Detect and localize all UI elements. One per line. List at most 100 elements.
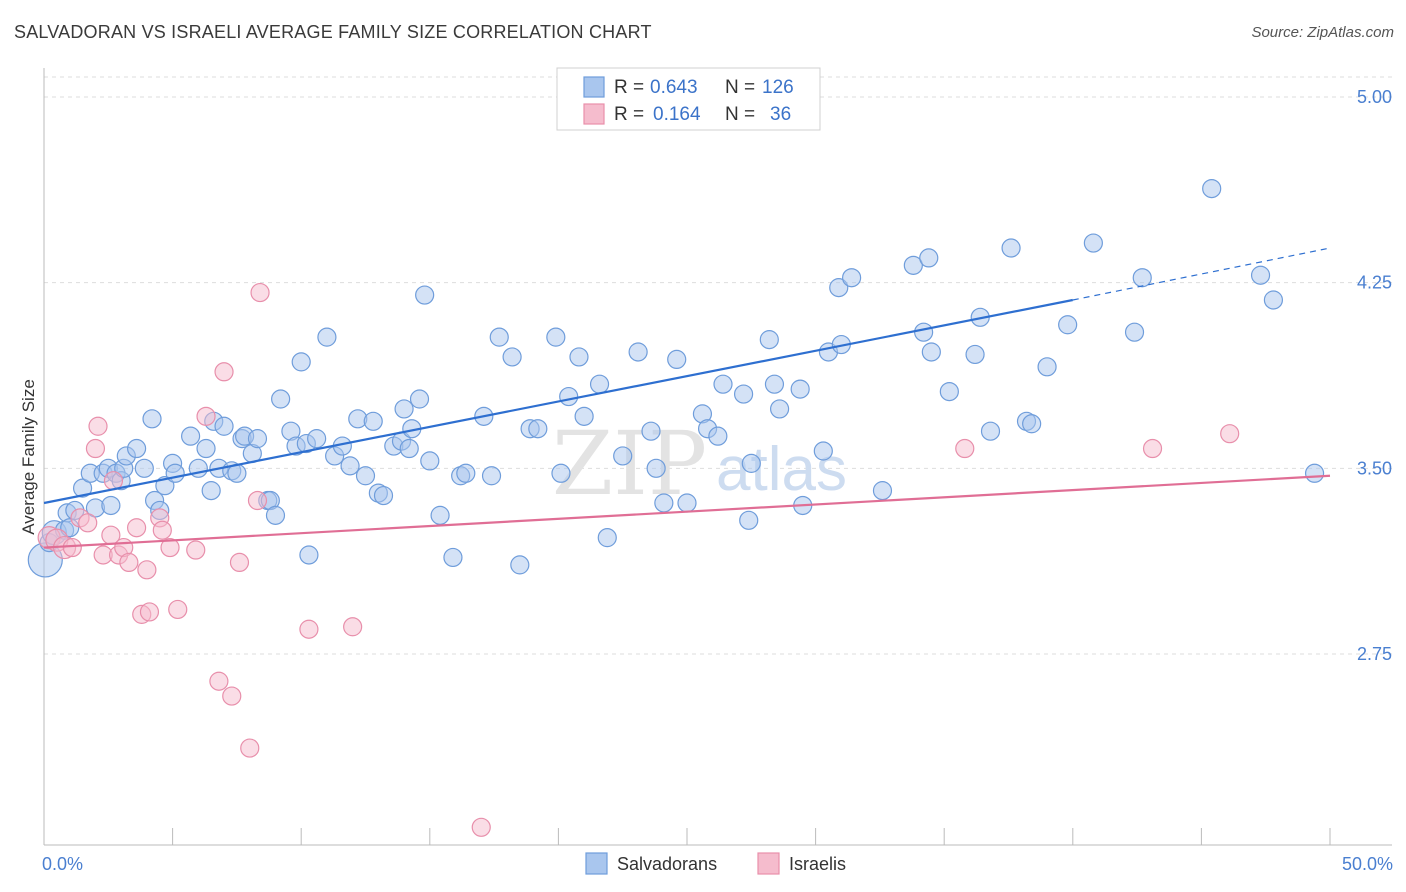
salvadoran-point (842, 268, 862, 288)
salvadoran-point (165, 463, 185, 483)
israeli-point (250, 282, 270, 303)
israeli-point (343, 617, 363, 637)
salvadoran-point (646, 458, 666, 478)
israeli-point (186, 540, 206, 560)
bottom-legend: Salvadorans Israelis (585, 852, 846, 875)
salvadoran-point (373, 485, 394, 506)
salvadoran-point (551, 463, 571, 483)
israelis-trend-line (43, 474, 1331, 549)
salvadoran-point (409, 389, 430, 409)
israeli-point (160, 537, 180, 558)
israeli-point (240, 738, 260, 758)
salvadoran-point (739, 510, 759, 530)
salvadoran-point (214, 416, 234, 436)
salvadoran-point (196, 438, 216, 459)
salvadoran-point (641, 421, 661, 441)
salvadoran-point (1001, 238, 1021, 258)
salvadoran-point (790, 379, 810, 399)
salvadoran-point (317, 327, 337, 347)
israeli-point (88, 416, 108, 436)
salvadoran-point (510, 555, 530, 575)
salvadoran-point (126, 438, 147, 459)
salvadoran-point (733, 384, 754, 404)
salvadoran-point (299, 545, 319, 565)
salvadoran-point (142, 409, 162, 429)
salvadoran-point (394, 399, 414, 419)
axes (43, 68, 1392, 846)
israeli-point (209, 671, 229, 691)
salvadoran-point (980, 421, 1001, 441)
salvadoran-point (271, 389, 291, 409)
salvadoran-point (764, 374, 785, 394)
israeli-point (168, 599, 188, 620)
salvadoran-point (101, 495, 121, 516)
salvadoran-point (872, 481, 893, 501)
salvadoran-point (265, 505, 286, 525)
salvadorans-trend-line (43, 298, 1074, 505)
israeli-point (214, 362, 234, 382)
y-tick-label: 2.75 (1357, 644, 1392, 664)
salvadoran-point (528, 419, 548, 439)
salvadorans-points (27, 178, 1325, 578)
x-tick-label: 50.0% (1342, 854, 1393, 874)
x-tick-labels: 0.0% 50.0% (42, 854, 1393, 874)
salvadoran-point (965, 344, 985, 365)
y-tick-label: 5.00 (1357, 87, 1392, 107)
salvadoran-point (559, 386, 579, 407)
legend-n-value: 126 (762, 77, 794, 98)
israeli-point (78, 513, 98, 533)
salvadoran-point (1202, 178, 1222, 199)
bottom-legend-swatch-israelis (757, 852, 780, 875)
salvadoran-point (677, 493, 697, 513)
legend-r-label: R = (614, 77, 644, 98)
salvadoran-point (628, 342, 648, 362)
trend-lines (43, 247, 1331, 549)
salvadoran-point (574, 406, 594, 426)
salvadoran-point (759, 330, 779, 350)
salvadoran-point (597, 528, 617, 548)
chart-title: SALVADORAN VS ISRAELI AVERAGE FAMILY SIZ… (14, 22, 652, 42)
legend-n-value: 36 (770, 104, 791, 125)
israeli-point (299, 619, 319, 639)
y-tick-label: 4.25 (1357, 273, 1392, 293)
israeli-point (222, 686, 242, 706)
salvadoran-point (481, 466, 502, 486)
salvadoran-point (307, 429, 327, 449)
israeli-point (85, 438, 106, 459)
salvadoran-point (1132, 268, 1152, 288)
salvadoran-point (399, 438, 419, 459)
salvadoran-point (921, 342, 941, 362)
israeli-point (247, 490, 268, 511)
legend-n-label: N = (725, 77, 755, 98)
chart-source: Source: ZipAtlas.com (1251, 24, 1394, 41)
salvadoran-point (363, 411, 383, 431)
legend-r-value: 0.643 (650, 77, 698, 98)
salvadorans-trend-extension (1072, 247, 1331, 301)
israelis-points (37, 282, 1240, 837)
legend-r-value: 0.164 (653, 104, 701, 125)
legend-swatch-salvadorans (583, 76, 605, 98)
salvadoran-point (443, 547, 463, 568)
salvadoran-point (430, 505, 450, 525)
bottom-legend-swatch-salvadorans (585, 852, 608, 875)
israeli-point (62, 537, 82, 558)
salvadoran-point (155, 476, 175, 496)
y-tick-labels: 2.75 3.50 4.25 5.00 (1357, 87, 1392, 664)
salvadoran-point (589, 374, 610, 394)
salvadoran-point (613, 446, 633, 466)
salvadoran-point (769, 399, 790, 419)
israeli-point (955, 438, 975, 459)
salvadoran-point (502, 347, 522, 367)
salvadoran-point (415, 285, 435, 305)
salvadoran-point (72, 478, 93, 498)
salvadoran-point (1304, 463, 1325, 483)
salvadoran-point (569, 347, 589, 367)
salvadoran-point (291, 352, 311, 372)
salvadoran-point (181, 426, 201, 446)
israeli-point (137, 560, 157, 580)
salvadoran-point (813, 441, 833, 461)
israeli-point (1142, 438, 1163, 459)
x-tick-label: 0.0% (42, 854, 83, 874)
salvadoran-point (654, 493, 674, 513)
